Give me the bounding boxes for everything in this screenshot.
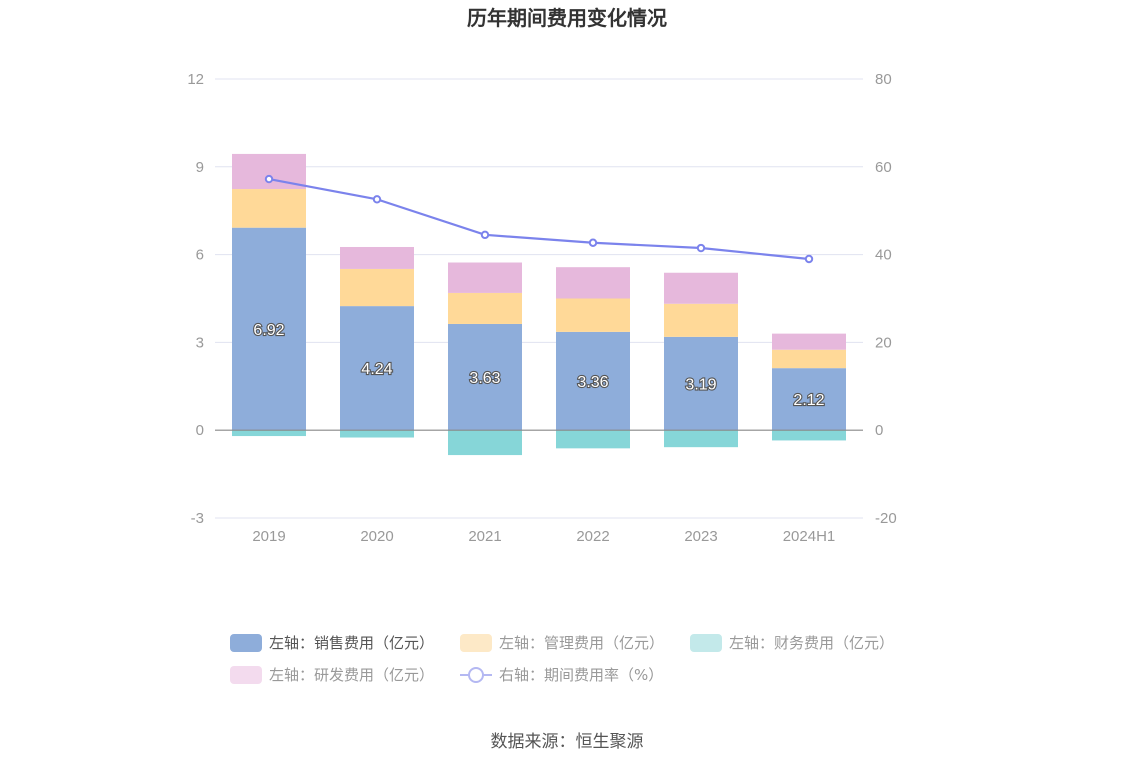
bar-data-label: 4.24 [361, 361, 392, 378]
bar-segment-1[interactable] [664, 336, 738, 431]
x-tick-label: 2023 [684, 528, 717, 545]
legend-swatch [460, 634, 492, 652]
bar-segment-4[interactable] [772, 333, 846, 350]
right-tick-label: 40 [875, 247, 892, 264]
right-tick-label: 60 [875, 159, 892, 176]
bar-segment-2[interactable] [772, 349, 846, 369]
left-tick-label: 9 [196, 159, 204, 176]
bar-segment-1[interactable] [556, 331, 630, 431]
rate-point[interactable] [480, 230, 490, 240]
legend-label: 左轴：管理费用（亿元） [499, 634, 664, 652]
legend: 左轴：销售费用（亿元） 左轴：管理费用（亿元） 左轴：财务费用（亿元） 左轴：研发费用… [230, 634, 894, 684]
legend-item-3[interactable]: 左轴：财务费用（亿元） [690, 634, 894, 652]
bar-segment-1[interactable] [772, 368, 846, 431]
bar-segment-3[interactable] [556, 430, 630, 449]
x-tick-label: 2021 [468, 528, 501, 545]
legend-swatch [230, 666, 262, 684]
legend-item-1[interactable]: 左轴：销售费用（亿元） [230, 634, 434, 652]
right-tick-label: 20 [875, 334, 892, 351]
bar-segment-1[interactable] [232, 227, 306, 431]
legend-label: 右轴：期间费用率（%） [499, 666, 663, 684]
legend-item-4[interactable]: 左轴：研发费用（亿元） [230, 666, 434, 684]
x-axis: 2019 2020 2021 2022 2023 2024H1 [252, 528, 835, 545]
bar-segment-2[interactable] [448, 292, 522, 324]
bar-segment-2[interactable] [340, 268, 414, 307]
bar-data-label: 3.36 [577, 374, 608, 391]
x-tick-label: 2024H1 [783, 528, 836, 545]
legend-label: 左轴：财务费用（亿元） [729, 634, 894, 652]
bar-data-label: 3.63 [469, 370, 500, 387]
rate-point[interactable] [804, 254, 814, 264]
bar-segment-4[interactable] [664, 272, 738, 304]
bar-segment-3[interactable] [340, 430, 414, 438]
legend-item-5[interactable]: 右轴：期间费用率（%） [460, 666, 663, 684]
bar-segment-2[interactable] [232, 189, 306, 228]
x-tick-label: 2020 [360, 528, 393, 545]
data-labels: 6.92 4.24 3.63 3.36 3.19 2.12 [252, 321, 825, 410]
rate-point[interactable] [696, 243, 706, 253]
rate-point[interactable] [588, 238, 598, 247]
bar-data-label: 3.19 [685, 377, 716, 394]
expense-rate-line [264, 174, 814, 264]
x-tick-label: 2022 [576, 528, 609, 545]
right-tick-label: 0 [875, 422, 883, 439]
left-tick-label: -3 [191, 510, 204, 527]
bar-segment-3[interactable] [772, 430, 846, 441]
bar-segment-1[interactable] [340, 306, 414, 431]
chart-title: 历年期间费用变化情况 [467, 6, 667, 30]
right-tick-label: 80 [875, 71, 892, 88]
bar-segment-4[interactable] [448, 262, 522, 293]
bar-segment-3[interactable] [448, 430, 522, 456]
legend-swatch [230, 634, 262, 652]
bar-segment-4[interactable] [340, 246, 414, 269]
right-tick-label: -20 [875, 510, 897, 527]
left-tick-label: 3 [196, 334, 204, 351]
bar-segment-2[interactable] [556, 298, 630, 332]
bar-segment-1[interactable] [448, 323, 522, 431]
rate-line [268, 178, 810, 261]
bar-segment-3[interactable] [664, 430, 738, 448]
rate-point[interactable] [264, 174, 274, 184]
bar-segment-3[interactable] [232, 430, 306, 437]
bar-segment-4[interactable] [556, 267, 630, 299]
rate-point[interactable] [372, 195, 382, 204]
left-tick-label: 0 [196, 422, 204, 439]
bar-data-label: 2.12 [793, 392, 824, 409]
bar-data-label: 6.92 [253, 322, 284, 339]
left-tick-label: 6 [196, 247, 204, 264]
legend-label: 左轴：研发费用（亿元） [269, 666, 434, 684]
legend-swatch [690, 634, 722, 652]
stacked-bars [232, 153, 846, 456]
legend-item-2[interactable]: 左轴：管理费用（亿元） [460, 634, 664, 652]
bar-segment-2[interactable] [664, 303, 738, 337]
grid-lines [215, 78, 863, 519]
legend-label: 左轴：销售费用（亿元） [269, 634, 434, 652]
left-tick-label: 12 [187, 71, 204, 88]
right-y-axis: -20 0 20 40 60 80 [875, 71, 897, 527]
legend-marker [468, 667, 484, 683]
x-tick-label: 2019 [252, 528, 285, 545]
left-y-axis: -3 0 3 6 9 12 [187, 71, 204, 527]
source-note: 数据来源：恒生聚源 [491, 732, 644, 752]
